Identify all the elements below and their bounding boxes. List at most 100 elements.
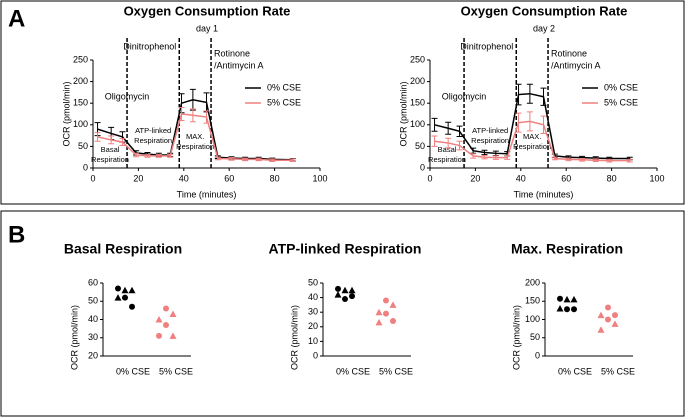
x-tick-label: 40 bbox=[516, 173, 526, 183]
error-bar bbox=[470, 153, 477, 159]
y-tick-label: 150 bbox=[410, 98, 425, 108]
dot-circle bbox=[557, 295, 563, 302]
x-tick-label: 60 bbox=[561, 173, 571, 183]
error-bar bbox=[551, 156, 558, 161]
y-tick-label: 0 bbox=[535, 350, 540, 360]
dot-triangle bbox=[121, 286, 129, 294]
panel-label: A bbox=[8, 5, 25, 32]
dot-circle bbox=[163, 321, 169, 328]
series-line bbox=[434, 120, 630, 162]
chart-subtitle: day 1 bbox=[196, 23, 218, 33]
error-bar bbox=[167, 154, 174, 158]
y-tick-label: 100 bbox=[73, 119, 88, 129]
error-bar bbox=[108, 135, 115, 145]
error-bar bbox=[289, 158, 296, 163]
x-tick-label: 0 bbox=[90, 173, 95, 183]
dot-circle bbox=[605, 304, 611, 311]
legend-label: 0% CSE bbox=[604, 82, 638, 92]
y-axis-label: OCR (pmol/min) bbox=[398, 81, 408, 146]
error-bar bbox=[203, 110, 210, 124]
y-tick-label: 50 bbox=[415, 141, 425, 151]
y-tick-label: 50 bbox=[530, 332, 540, 342]
dot-triangle bbox=[375, 308, 383, 316]
error-bar bbox=[133, 152, 140, 158]
dot-triangle bbox=[169, 332, 177, 339]
dot-circle bbox=[571, 306, 577, 313]
error-bar bbox=[579, 157, 586, 162]
error-bar bbox=[481, 149, 488, 156]
region-label: MAX. bbox=[523, 132, 541, 141]
error-bar bbox=[144, 154, 151, 158]
x-tick-label: 0% CSE bbox=[336, 366, 370, 376]
error-bar bbox=[515, 112, 522, 133]
y-tick-label: 200 bbox=[525, 277, 540, 287]
error-bar bbox=[214, 156, 221, 161]
dot-circle bbox=[163, 305, 169, 312]
dot-circle bbox=[564, 306, 570, 313]
y-tick-label: 20 bbox=[308, 321, 318, 331]
chart-title: Max. Respiration bbox=[511, 241, 623, 257]
dot-circle bbox=[612, 312, 618, 319]
dot-triangle bbox=[169, 310, 177, 318]
panel-a-frame bbox=[0, 0, 685, 205]
dot-triangle bbox=[597, 311, 605, 319]
legend-label: 0% CSE bbox=[267, 82, 301, 92]
x-tick-label: 0 bbox=[427, 173, 432, 183]
region-label: ATP-linked bbox=[472, 126, 508, 135]
y-tick-label: 100 bbox=[410, 119, 425, 129]
dot-triangle bbox=[611, 320, 619, 327]
dot-circle bbox=[156, 332, 162, 339]
error-bar bbox=[492, 155, 499, 160]
y-tick-label: 30 bbox=[88, 332, 98, 342]
region-label: Respiration bbox=[176, 142, 214, 151]
panel-b-frame bbox=[0, 210, 685, 417]
injection-label: /Antimycin A bbox=[214, 60, 264, 70]
y-tick-label: 0 bbox=[313, 350, 318, 360]
region-label: Respiration bbox=[428, 155, 466, 164]
error-bar bbox=[255, 157, 262, 162]
dot-triangle bbox=[128, 286, 136, 294]
dot-triangle bbox=[597, 326, 605, 333]
y-tick-label: 200 bbox=[73, 76, 88, 86]
x-tick-label: 5% CSE bbox=[159, 366, 193, 376]
x-tick-label: 80 bbox=[607, 173, 617, 183]
error-bar bbox=[504, 155, 511, 160]
x-tick-label: 20 bbox=[133, 173, 143, 183]
region-label: Basal bbox=[101, 145, 120, 154]
region-label: Respiration bbox=[513, 142, 551, 151]
series-line bbox=[97, 113, 293, 161]
error-bar bbox=[515, 83, 522, 106]
x-tick-label: 20 bbox=[470, 173, 480, 183]
y-tick-label: 250 bbox=[73, 54, 88, 64]
dot-triangle bbox=[389, 301, 397, 308]
panel-label: B bbox=[8, 221, 25, 248]
x-tick-label: 60 bbox=[224, 173, 234, 183]
dot-triangle bbox=[570, 295, 578, 303]
region-label: Respiration bbox=[134, 136, 172, 145]
y-tick-label: 30 bbox=[308, 307, 318, 317]
region-label: Respiration bbox=[91, 155, 129, 164]
legend-label: 5% CSE bbox=[604, 97, 638, 107]
y-tick-label: 50 bbox=[78, 141, 88, 151]
dot-circle bbox=[122, 294, 128, 301]
y-tick-label: 40 bbox=[308, 292, 318, 302]
error-bar bbox=[565, 157, 572, 162]
x-axis-label: Time (minutes) bbox=[177, 189, 237, 199]
y-tick-label: 150 bbox=[73, 98, 88, 108]
chart-title: Basal Respiration bbox=[64, 241, 182, 257]
error-bar bbox=[269, 158, 276, 163]
y-tick-label: 0 bbox=[83, 162, 88, 172]
y-tick-label: 20 bbox=[88, 350, 98, 360]
dot-circle bbox=[605, 316, 611, 323]
injection-label: Dinitrophenol bbox=[460, 41, 513, 51]
chart-title: ATP-linked Respiration bbox=[269, 241, 422, 257]
error-bar bbox=[228, 157, 235, 161]
y-axis-label: OCR (pmol/min) bbox=[511, 305, 521, 370]
x-tick-label: 80 bbox=[270, 173, 280, 183]
y-axis-label: OCR (pmol/min) bbox=[69, 305, 79, 370]
dot-circle bbox=[115, 285, 121, 292]
dot-circle bbox=[383, 297, 389, 304]
injection-label: Dinitrophenol bbox=[123, 41, 176, 51]
dot-circle bbox=[390, 317, 396, 324]
